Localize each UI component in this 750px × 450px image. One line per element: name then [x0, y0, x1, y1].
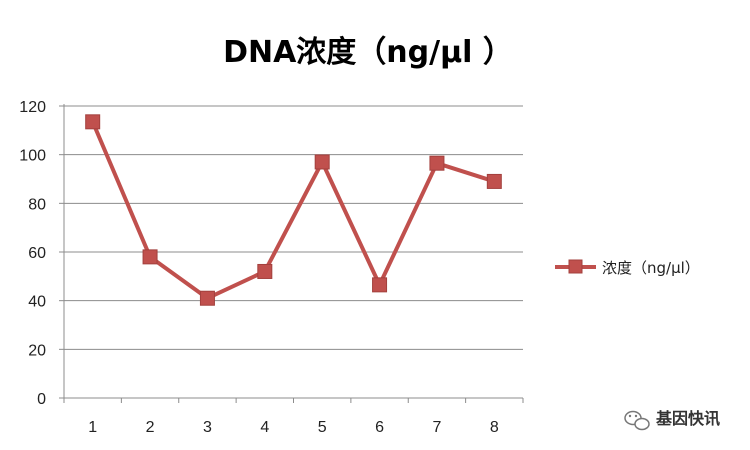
wechat-icon [624, 410, 650, 431]
legend: 浓度（ng/μl） [555, 259, 700, 277]
x-axis-ticks: 1 2 3 4 5 6 7 8 [88, 419, 499, 436]
x-tick-label: 3 [203, 419, 212, 436]
x-tick-label: 2 [146, 419, 155, 436]
series-line [90, 121, 495, 301]
y-tick-label: 120 [19, 99, 46, 116]
series-group [85, 114, 502, 306]
legend-swatch-marker [568, 259, 583, 274]
x-tick-label: 4 [260, 419, 269, 436]
y-tick-label: 0 [37, 391, 46, 408]
x-tick-label: 8 [490, 419, 499, 436]
y-axis-ticks: 0 20 40 60 80 100 120 [19, 99, 46, 408]
axes [59, 104, 524, 403]
data-point [486, 173, 502, 189]
x-tick-label: 7 [432, 419, 441, 436]
grid-lines [64, 105, 523, 350]
data-point [429, 155, 445, 171]
y-tick-label: 100 [19, 148, 46, 165]
y-tick-label: 20 [28, 342, 46, 359]
data-point [372, 277, 388, 293]
data-point [314, 154, 330, 170]
legend-label: 浓度（ng/μl） [602, 259, 700, 277]
chart-title: DNA浓度（ng/μl ） [223, 35, 513, 70]
data-point [142, 249, 158, 265]
x-tick-label: 6 [375, 419, 384, 436]
y-tick-label: 60 [28, 245, 46, 262]
watermark: 基因快讯 [624, 409, 720, 431]
data-point [199, 290, 215, 306]
data-point [85, 114, 101, 130]
y-tick-label: 80 [28, 196, 46, 213]
x-tick-label: 5 [318, 419, 327, 436]
data-point [257, 263, 273, 279]
y-tick-label: 40 [28, 294, 46, 311]
x-tick-label: 1 [88, 419, 97, 436]
watermark-text: 基因快讯 [655, 409, 720, 428]
